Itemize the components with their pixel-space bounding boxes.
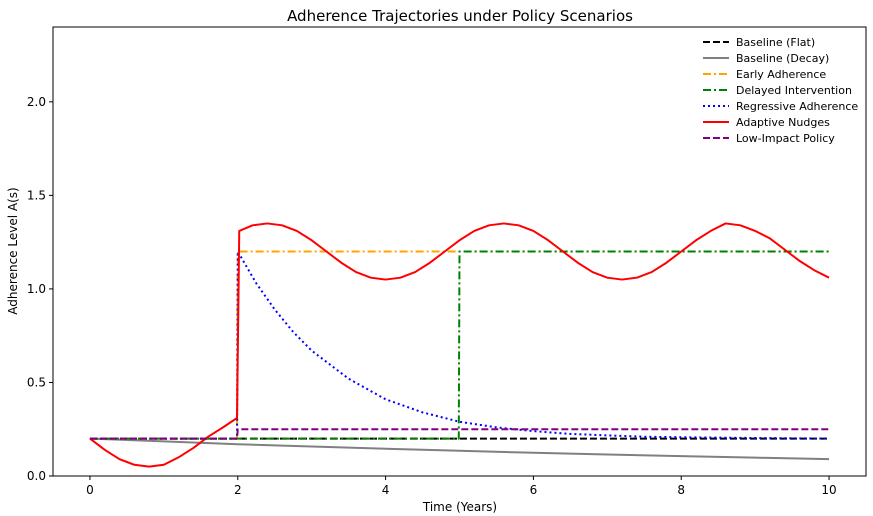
y-axis: 0.0 0.5 1.0 1.5 2.0 [27, 95, 53, 483]
y-tick-label: 1.0 [27, 282, 46, 296]
y-tick-label: 0.0 [27, 469, 46, 483]
series-line-delayed-intervention [89, 250, 830, 440]
x-tick-label: 8 [677, 483, 685, 497]
y-tick-label: 0.5 [27, 375, 46, 389]
legend-label: Regressive Adherence [736, 100, 858, 113]
y-axis-label: Adherence Level A(s) [6, 187, 20, 314]
legend-label: Low-Impact Policy [736, 132, 835, 145]
legend-item: Early Adherence [703, 68, 826, 81]
legend-label: Early Adherence [736, 68, 826, 81]
plot-frame [52, 26, 867, 477]
legend-label: Adaptive Nudges [736, 116, 830, 129]
x-tick-label: 10 [821, 483, 836, 497]
x-axis: 0 2 4 6 8 10 [86, 476, 837, 497]
x-tick-label: 2 [234, 483, 242, 497]
legend-item: Delayed Intervention [703, 84, 852, 97]
chart-title: Adherence Trajectories under Policy Scen… [287, 7, 633, 25]
plot-area [89, 222, 830, 468]
x-axis-label: Time (Years) [422, 500, 497, 514]
legend-item: Regressive Adherence [703, 100, 858, 113]
x-tick-label: 6 [530, 483, 538, 497]
legend-item: Baseline (Flat) [703, 36, 815, 49]
legend-item: Baseline (Decay) [703, 52, 829, 65]
series-line-low-impact-policy [89, 428, 830, 440]
legend: Baseline (Flat) Baseline (Decay) Early Adh… [703, 36, 858, 145]
y-tick-label: 2.0 [27, 95, 46, 109]
legend-item: Low-Impact Policy [703, 132, 835, 145]
x-tick-label: 0 [86, 483, 94, 497]
legend-label: Delayed Intervention [736, 84, 852, 97]
y-tick-label: 1.5 [27, 188, 46, 202]
series-line-regressive-adherence [89, 250, 830, 440]
series-line-adaptive-nudges [89, 222, 830, 468]
series-line-baseline-decay [89, 437, 830, 461]
x-tick-label: 4 [382, 483, 390, 497]
legend-item: Adaptive Nudges [703, 116, 830, 129]
legend-label: Baseline (Decay) [736, 52, 829, 65]
legend-label: Baseline (Flat) [736, 36, 815, 49]
